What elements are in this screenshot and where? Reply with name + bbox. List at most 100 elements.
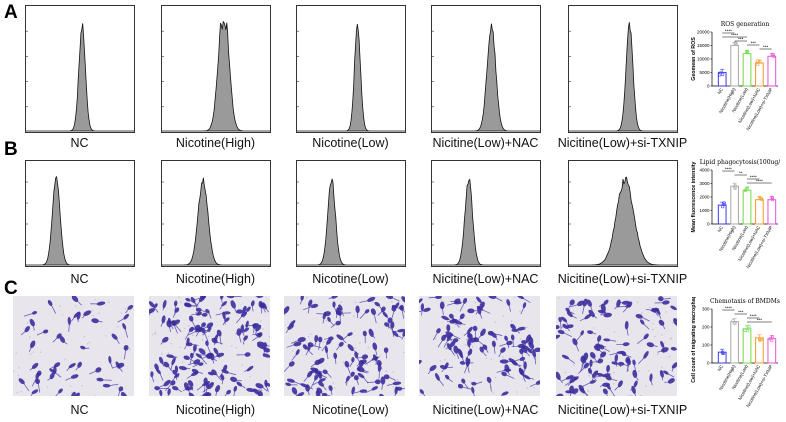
pore <box>235 346 237 349</box>
stained-cell <box>452 318 460 328</box>
pore <box>652 323 654 325</box>
histogram-plot <box>432 23 540 132</box>
histogram-B-4 <box>568 160 678 267</box>
stained-cell <box>471 386 477 396</box>
stained-cell <box>588 359 593 374</box>
pore <box>230 345 233 347</box>
histogram-A-0 <box>25 5 135 133</box>
stained-cell <box>67 316 71 332</box>
stained-cell <box>328 385 333 395</box>
stained-cell <box>558 316 562 330</box>
pore <box>325 319 328 322</box>
stained-cell <box>236 311 247 324</box>
pore <box>333 387 336 389</box>
pore <box>587 389 589 392</box>
pore <box>391 300 393 303</box>
stained-cell <box>467 332 471 345</box>
stained-cell <box>392 330 402 338</box>
stained-cell <box>578 362 590 374</box>
stained-cell <box>372 342 378 356</box>
pore <box>120 312 123 315</box>
pore <box>32 351 35 354</box>
stained-cell <box>236 381 246 389</box>
pore <box>17 374 20 377</box>
stained-cell <box>338 304 344 317</box>
stained-cell <box>117 313 129 323</box>
pore <box>201 339 204 342</box>
pore <box>268 335 270 338</box>
pore <box>321 316 323 318</box>
pore <box>657 353 659 355</box>
pore <box>354 347 356 349</box>
stained-cell <box>80 345 90 350</box>
stained-cell <box>18 378 30 392</box>
micrograph-4 <box>556 296 677 396</box>
stained-cell <box>120 391 128 396</box>
stained-cell <box>510 334 515 347</box>
pore <box>20 390 23 393</box>
pore <box>638 370 640 373</box>
pore <box>501 356 504 358</box>
stained-cell <box>223 389 231 396</box>
pore <box>94 298 96 301</box>
stained-cell <box>290 337 306 344</box>
group-label: Nicitine(Low)+si-TXNIP <box>557 136 688 150</box>
stained-cell <box>355 305 360 319</box>
y-tick-label: 200 <box>702 325 710 330</box>
stained-cell <box>365 386 379 394</box>
group-label: Nicotine(High) <box>175 272 256 286</box>
y-axis-label: Cell count of migrating macrophages <box>691 297 697 383</box>
pore <box>367 346 369 349</box>
stained-cell <box>592 358 604 364</box>
micrograph-image <box>556 296 677 396</box>
micrograph-3 <box>419 296 540 396</box>
stained-cell <box>66 363 76 371</box>
stained-cell <box>150 371 155 383</box>
micrograph-image <box>149 296 270 396</box>
histogram-B-2 <box>296 160 406 267</box>
pore <box>332 381 334 384</box>
data-point <box>768 337 772 341</box>
pore <box>154 333 157 335</box>
stained-cell <box>191 311 202 316</box>
stained-cell <box>566 311 577 319</box>
stained-cell <box>185 297 199 306</box>
pore <box>647 369 650 372</box>
pore <box>207 335 210 338</box>
stained-cell <box>567 299 575 311</box>
stained-cell <box>631 385 637 396</box>
stained-cell <box>487 330 503 336</box>
stained-cell <box>564 376 577 386</box>
group-label: Nicotine(Low) <box>312 403 389 417</box>
pore <box>98 312 100 314</box>
significance-label: *** <box>738 310 744 315</box>
stained-cell <box>520 346 530 357</box>
stained-cell <box>606 364 611 376</box>
significance-label: **** <box>731 33 738 38</box>
stained-cell <box>70 391 76 396</box>
stained-cell <box>582 380 596 387</box>
bar <box>742 53 752 87</box>
stained-cell <box>362 330 367 343</box>
pore <box>464 343 467 346</box>
micrograph-0 <box>13 296 134 396</box>
pore <box>532 387 535 389</box>
stained-cell <box>380 376 386 390</box>
pore <box>167 352 170 354</box>
stained-cell <box>510 323 520 334</box>
pore <box>39 351 42 353</box>
stained-cell <box>116 386 124 396</box>
bar-chart-A: ROS generation 0 5000 10000 15000 20000 Geomea… <box>690 20 780 132</box>
pore <box>652 328 654 331</box>
stained-cell <box>382 311 392 323</box>
pore <box>124 307 127 310</box>
stained-cell <box>453 345 460 360</box>
pore <box>671 321 674 324</box>
stained-cell <box>236 352 251 357</box>
stained-cell <box>82 310 92 319</box>
pore <box>639 394 642 396</box>
bar <box>755 199 764 225</box>
stained-cell <box>47 300 57 314</box>
stained-cell <box>212 352 225 359</box>
y-tick-label: 15000 <box>697 43 710 48</box>
